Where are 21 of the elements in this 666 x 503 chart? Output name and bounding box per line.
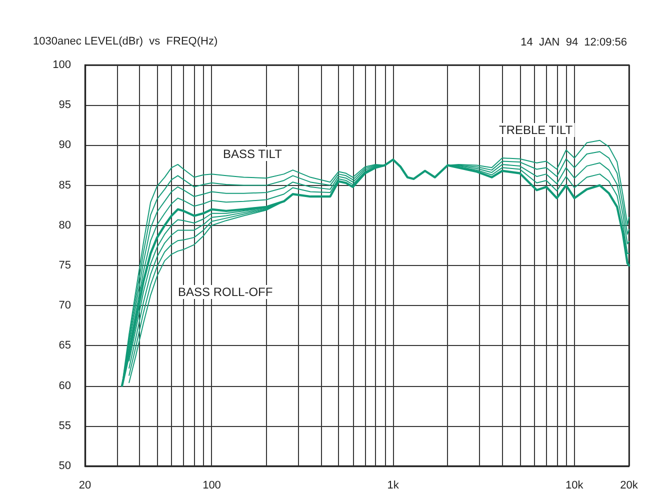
chart-title: 1030anec LEVEL(dBr) vs FREQ(Hz) <box>33 36 218 48</box>
y-tick-label: 75 <box>58 260 71 272</box>
x-tick-label: 100 <box>202 480 221 492</box>
x-tick-label: 20k <box>620 480 638 492</box>
annotation: BASS ROLL-OFF <box>178 285 273 299</box>
y-tick-label: 60 <box>58 380 71 392</box>
text: 14 JAN 94 12:09:56 <box>520 36 628 48</box>
x-tick-label: 10k <box>566 480 584 492</box>
y-tick-label: 55 <box>58 420 71 432</box>
y-tick-label: 50 <box>58 460 71 472</box>
x-tick-label: 1k <box>387 480 400 492</box>
annotation: TREBLE TILT <box>499 123 574 137</box>
y-tick-label: 65 <box>58 340 71 352</box>
y-tick-label: 95 <box>58 99 71 112</box>
y-tick-label: 100 <box>52 59 71 71</box>
x-tick-label: 20 <box>78 480 92 492</box>
y-tick-label: 80 <box>58 219 71 232</box>
y-tick-label: 70 <box>58 300 71 312</box>
y-tick-label: 90 <box>58 139 71 152</box>
y-tick-label: 85 <box>58 179 71 192</box>
annotation: BASS TILT <box>223 147 283 161</box>
